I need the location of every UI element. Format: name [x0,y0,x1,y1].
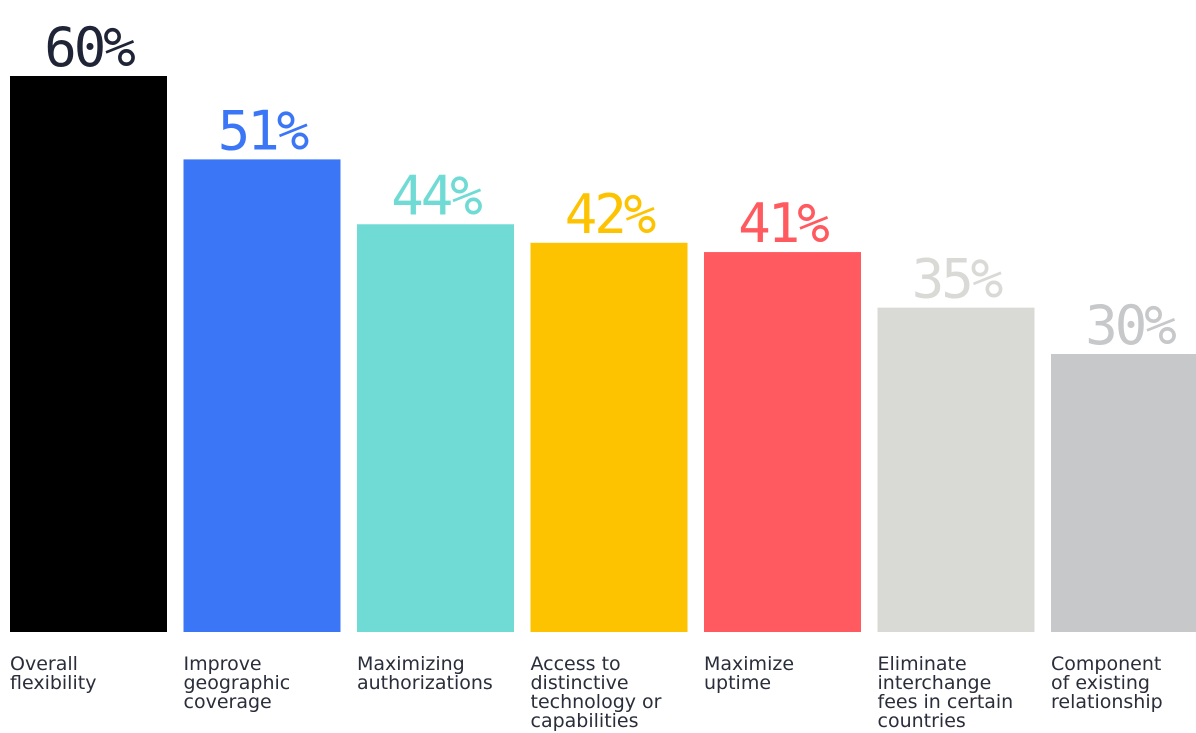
bar-3 [357,224,514,632]
category-label-line: Improve [184,653,262,675]
value-label-4: 42% [565,183,656,246]
category-label-7: Component of existing relationship [1051,653,1163,713]
category-label-line: distinctive [531,672,629,694]
category-label-line: Component [1051,653,1161,675]
category-label-6: Eliminate interchange fees in certain count… [878,653,1014,732]
value-labels-group: 60% 51% 44% 42% 41% 35% 30% [44,16,1179,357]
category-label-line: countries [878,710,966,732]
value-label-1: 60% [44,16,135,79]
category-label-line: Access to [531,653,621,675]
bar-6 [877,307,1035,632]
category-label-line: capabilities [531,710,639,732]
category-label-line: coverage [184,691,272,713]
bar-4 [530,242,688,633]
category-label-line: Maximizing [357,653,465,675]
category-label-5: Maximize uptime [704,653,794,694]
category-label-4: Access to distinctive technology or capabil… [531,653,662,732]
bar-5 [704,252,861,633]
category-label-line: technology or [531,691,662,713]
category-label-line: Eliminate [878,653,967,675]
category-label-line: authorizations [357,672,493,694]
category-label-1: Overall flexibility [10,653,96,694]
value-label-2: 51% [218,99,309,162]
bars-group [10,76,1196,633]
value-label-3: 44% [391,164,482,227]
category-label-line: Overall [10,653,78,675]
value-label-5: 41% [738,192,829,255]
value-label-6: 35% [912,248,1003,311]
category-label-line: interchange [878,672,992,694]
category-label-line: Maximize [704,653,794,675]
category-label-line: geographic [184,672,291,694]
category-label-line: relationship [1051,691,1163,713]
value-label-7: 30% [1085,294,1176,357]
category-label-3: Maximizing authorizations [357,653,493,694]
bar-7 [1051,354,1196,632]
category-label-2: Improve geographic coverage [184,653,291,713]
category-label-line: flexibility [10,672,96,694]
category-label-line: uptime [704,672,771,694]
bar-1 [10,76,167,632]
category-label-line: fees in certain [878,691,1014,713]
bar-2 [183,159,341,632]
category-label-line: of existing [1051,672,1150,694]
category-labels-group: Overall flexibility Improve geographic cover… [10,653,1163,732]
